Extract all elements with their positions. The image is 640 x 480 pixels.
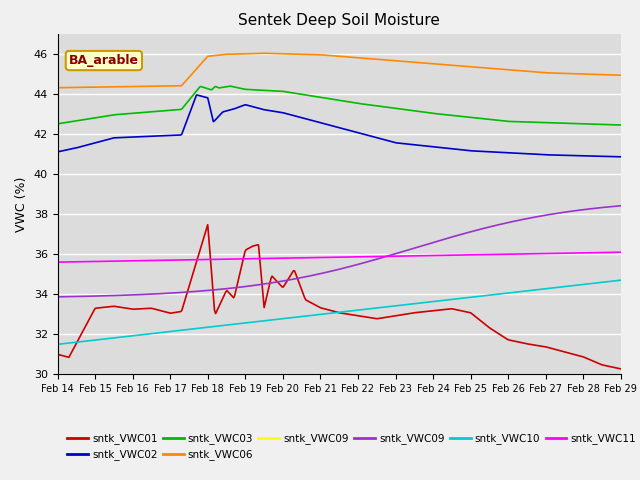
- Title: Sentek Deep Soil Moisture: Sentek Deep Soil Moisture: [238, 13, 440, 28]
- Legend: sntk_VWC01, sntk_VWC02, sntk_VWC03, sntk_VWC06, sntk_VWC09, sntk_VWC09, sntk_VWC: sntk_VWC01, sntk_VWC02, sntk_VWC03, sntk…: [63, 429, 640, 465]
- Y-axis label: VWC (%): VWC (%): [15, 176, 28, 232]
- Text: BA_arable: BA_arable: [69, 54, 139, 67]
